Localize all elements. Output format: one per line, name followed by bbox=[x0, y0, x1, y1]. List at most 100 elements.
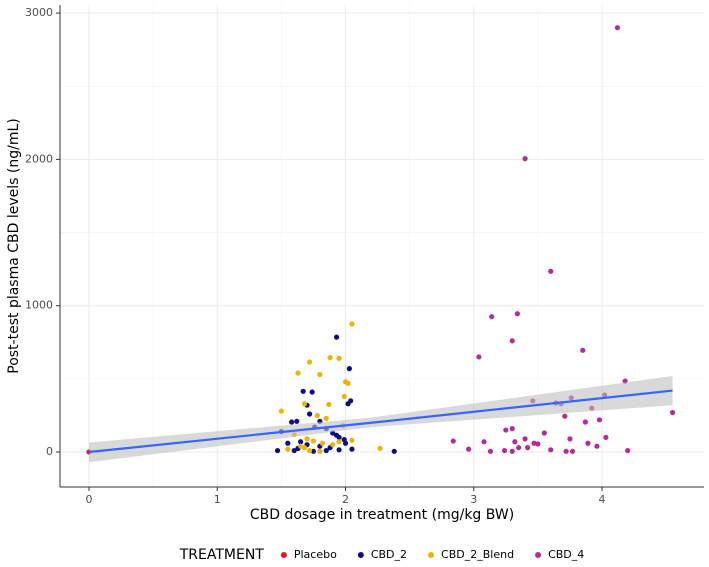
point bbox=[301, 445, 308, 451]
point bbox=[306, 359, 313, 365]
point bbox=[345, 380, 351, 386]
point bbox=[476, 354, 482, 360]
point bbox=[512, 439, 518, 445]
point bbox=[317, 371, 323, 378]
point bbox=[326, 401, 332, 408]
point bbox=[333, 334, 340, 340]
point bbox=[603, 434, 609, 440]
y-tick-label: 1000 bbox=[25, 299, 53, 312]
point bbox=[509, 448, 515, 454]
x-tick-label: 3 bbox=[470, 493, 477, 506]
point bbox=[509, 338, 515, 344]
point bbox=[582, 419, 588, 425]
point bbox=[309, 389, 315, 395]
point bbox=[274, 447, 281, 454]
point bbox=[295, 370, 301, 376]
point bbox=[306, 447, 313, 454]
point bbox=[336, 434, 342, 440]
point bbox=[314, 412, 320, 419]
legend-label: Placebo bbox=[294, 548, 337, 561]
x-tick-label: 2 bbox=[342, 493, 349, 506]
point bbox=[541, 430, 547, 436]
point bbox=[310, 448, 317, 454]
point bbox=[306, 411, 313, 417]
legend-label: CBD_2 bbox=[371, 548, 407, 561]
confidence-band bbox=[88, 375, 673, 463]
point bbox=[563, 448, 569, 454]
point bbox=[625, 447, 631, 454]
point bbox=[278, 408, 284, 414]
point bbox=[336, 439, 342, 445]
point bbox=[289, 419, 295, 425]
point bbox=[346, 366, 352, 372]
plot-background bbox=[60, 5, 704, 487]
legend-label: CBD_2_Blend bbox=[441, 548, 514, 561]
point bbox=[548, 447, 554, 453]
point bbox=[336, 355, 342, 361]
point bbox=[669, 409, 676, 416]
point bbox=[509, 426, 515, 432]
point bbox=[596, 417, 603, 423]
point bbox=[466, 446, 472, 452]
y-tick-label: 2000 bbox=[25, 152, 53, 165]
point bbox=[487, 448, 494, 454]
x-tick-label: 4 bbox=[599, 493, 606, 506]
point bbox=[291, 447, 297, 454]
y-tick-label: 3000 bbox=[25, 6, 53, 19]
point bbox=[450, 438, 456, 444]
point bbox=[341, 393, 347, 400]
point bbox=[580, 347, 586, 353]
point bbox=[310, 438, 317, 444]
legend-marker bbox=[357, 552, 364, 558]
legend-title: TREATMENT bbox=[179, 547, 265, 563]
point bbox=[481, 439, 487, 445]
point bbox=[377, 445, 383, 451]
point bbox=[585, 440, 591, 446]
point bbox=[319, 440, 326, 446]
legend: TREATMENT Placebo CBD_2 CBD_2_Blend CBD_4 bbox=[179, 547, 585, 563]
point bbox=[323, 415, 329, 421]
point bbox=[336, 447, 342, 453]
y-tick-label: 0 bbox=[46, 445, 53, 458]
point bbox=[489, 314, 495, 320]
point bbox=[294, 418, 300, 424]
point bbox=[330, 442, 336, 448]
fit-line bbox=[88, 389, 673, 454]
point bbox=[317, 448, 323, 454]
point bbox=[562, 413, 568, 419]
point bbox=[345, 401, 351, 407]
legend-label: CBD_4 bbox=[548, 548, 584, 561]
point bbox=[522, 436, 528, 442]
x-axis-title: CBD dosage in treatment (mg/kg BW) bbox=[250, 507, 514, 523]
point bbox=[304, 436, 310, 442]
point bbox=[525, 445, 531, 451]
x-tick-label: 0 bbox=[85, 493, 92, 506]
legend-marker bbox=[280, 552, 287, 558]
point bbox=[567, 436, 573, 442]
point bbox=[301, 401, 308, 407]
point bbox=[614, 25, 621, 31]
point bbox=[522, 156, 528, 162]
legend-marker bbox=[535, 552, 542, 558]
point bbox=[298, 439, 304, 445]
y-axis-title: Post-test plasma CBD levels (ng/mL) bbox=[6, 118, 22, 373]
point bbox=[327, 355, 333, 361]
point bbox=[503, 427, 509, 433]
point bbox=[594, 443, 600, 449]
point bbox=[323, 447, 329, 454]
legend-marker bbox=[428, 552, 435, 558]
point bbox=[548, 268, 554, 274]
point bbox=[569, 448, 576, 454]
point bbox=[535, 441, 541, 447]
point bbox=[516, 445, 522, 451]
point bbox=[531, 440, 537, 446]
point bbox=[349, 321, 355, 327]
point bbox=[349, 446, 355, 452]
point bbox=[501, 447, 508, 454]
point bbox=[300, 388, 306, 394]
point bbox=[391, 448, 397, 454]
x-tick-label: 1 bbox=[214, 493, 221, 506]
point bbox=[285, 446, 291, 452]
point bbox=[349, 437, 355, 443]
